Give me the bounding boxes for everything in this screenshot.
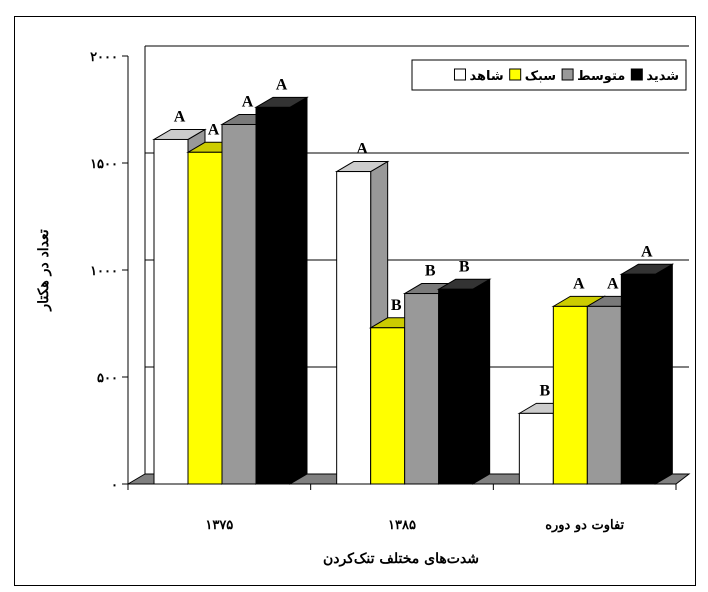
bar	[187, 151, 223, 485]
bar	[255, 106, 291, 485]
significance-letter: A	[573, 275, 585, 292]
legend-label: شدید	[646, 69, 679, 84]
y-axis-label: تعداد در هکتار	[36, 229, 52, 311]
bar-side	[654, 263, 673, 485]
y-tick-label: ۵۰۰	[97, 371, 118, 386]
significance-letter: B	[391, 297, 402, 314]
legend-label: سبک	[525, 69, 556, 84]
bars-layer	[152, 96, 675, 485]
x-tick-label: ۱۳۷۵	[205, 518, 233, 533]
bar	[336, 171, 372, 485]
significance-letter: B	[459, 258, 470, 275]
significance-letter: A	[276, 76, 288, 93]
significance-letters: A A A A A B B B B A A A	[174, 76, 653, 399]
significance-letter: A	[641, 243, 653, 260]
legend-swatch	[630, 68, 643, 81]
significance-letter: A	[356, 141, 368, 158]
x-tick-label: تفاوت دو دوره	[545, 518, 624, 533]
significance-letter: B	[425, 263, 436, 280]
significance-letter: B	[539, 382, 550, 399]
bar	[221, 123, 257, 485]
y-tick-label: ۱۵۰۰	[90, 157, 118, 172]
bar	[552, 305, 588, 485]
y-tick-label: ۱۰۰۰	[90, 264, 118, 279]
bar	[586, 305, 622, 485]
legend-swatch	[509, 68, 522, 81]
bar	[438, 288, 474, 485]
legend-items: شدید متوسط سبک شاهد	[453, 68, 679, 84]
significance-letter: A	[208, 121, 220, 138]
x-tick-label: ۱۳۸۵	[388, 518, 416, 533]
axis-layer: ۰ ۵۰۰ ۱۰۰۰ ۱۵۰۰ ۲۰۰۰ ۱۳۷۵ ۱۳۸۵ تفاوت دو دوره	[90, 50, 677, 533]
bar-side	[289, 96, 308, 485]
significance-letter: A	[607, 275, 619, 292]
legend-swatch	[453, 68, 466, 81]
x-axis-label: شدت‌های مختلف تنک‌کردن	[323, 551, 479, 567]
bar	[153, 138, 189, 485]
significance-letter: A	[174, 108, 186, 125]
legend-label: متوسط	[577, 69, 625, 84]
bar	[518, 412, 554, 485]
legend: شدید متوسط سبک شاهد	[411, 59, 687, 91]
significance-letter: A	[242, 93, 254, 110]
bar	[370, 327, 406, 485]
bar	[404, 293, 440, 485]
legend-swatch	[561, 68, 574, 81]
bar-side	[472, 278, 491, 485]
y-tick-label: ۲۰۰۰	[90, 50, 118, 65]
legend-label: شاهد	[469, 69, 503, 84]
bar	[620, 273, 656, 485]
y-tick-label: ۰	[111, 478, 118, 493]
